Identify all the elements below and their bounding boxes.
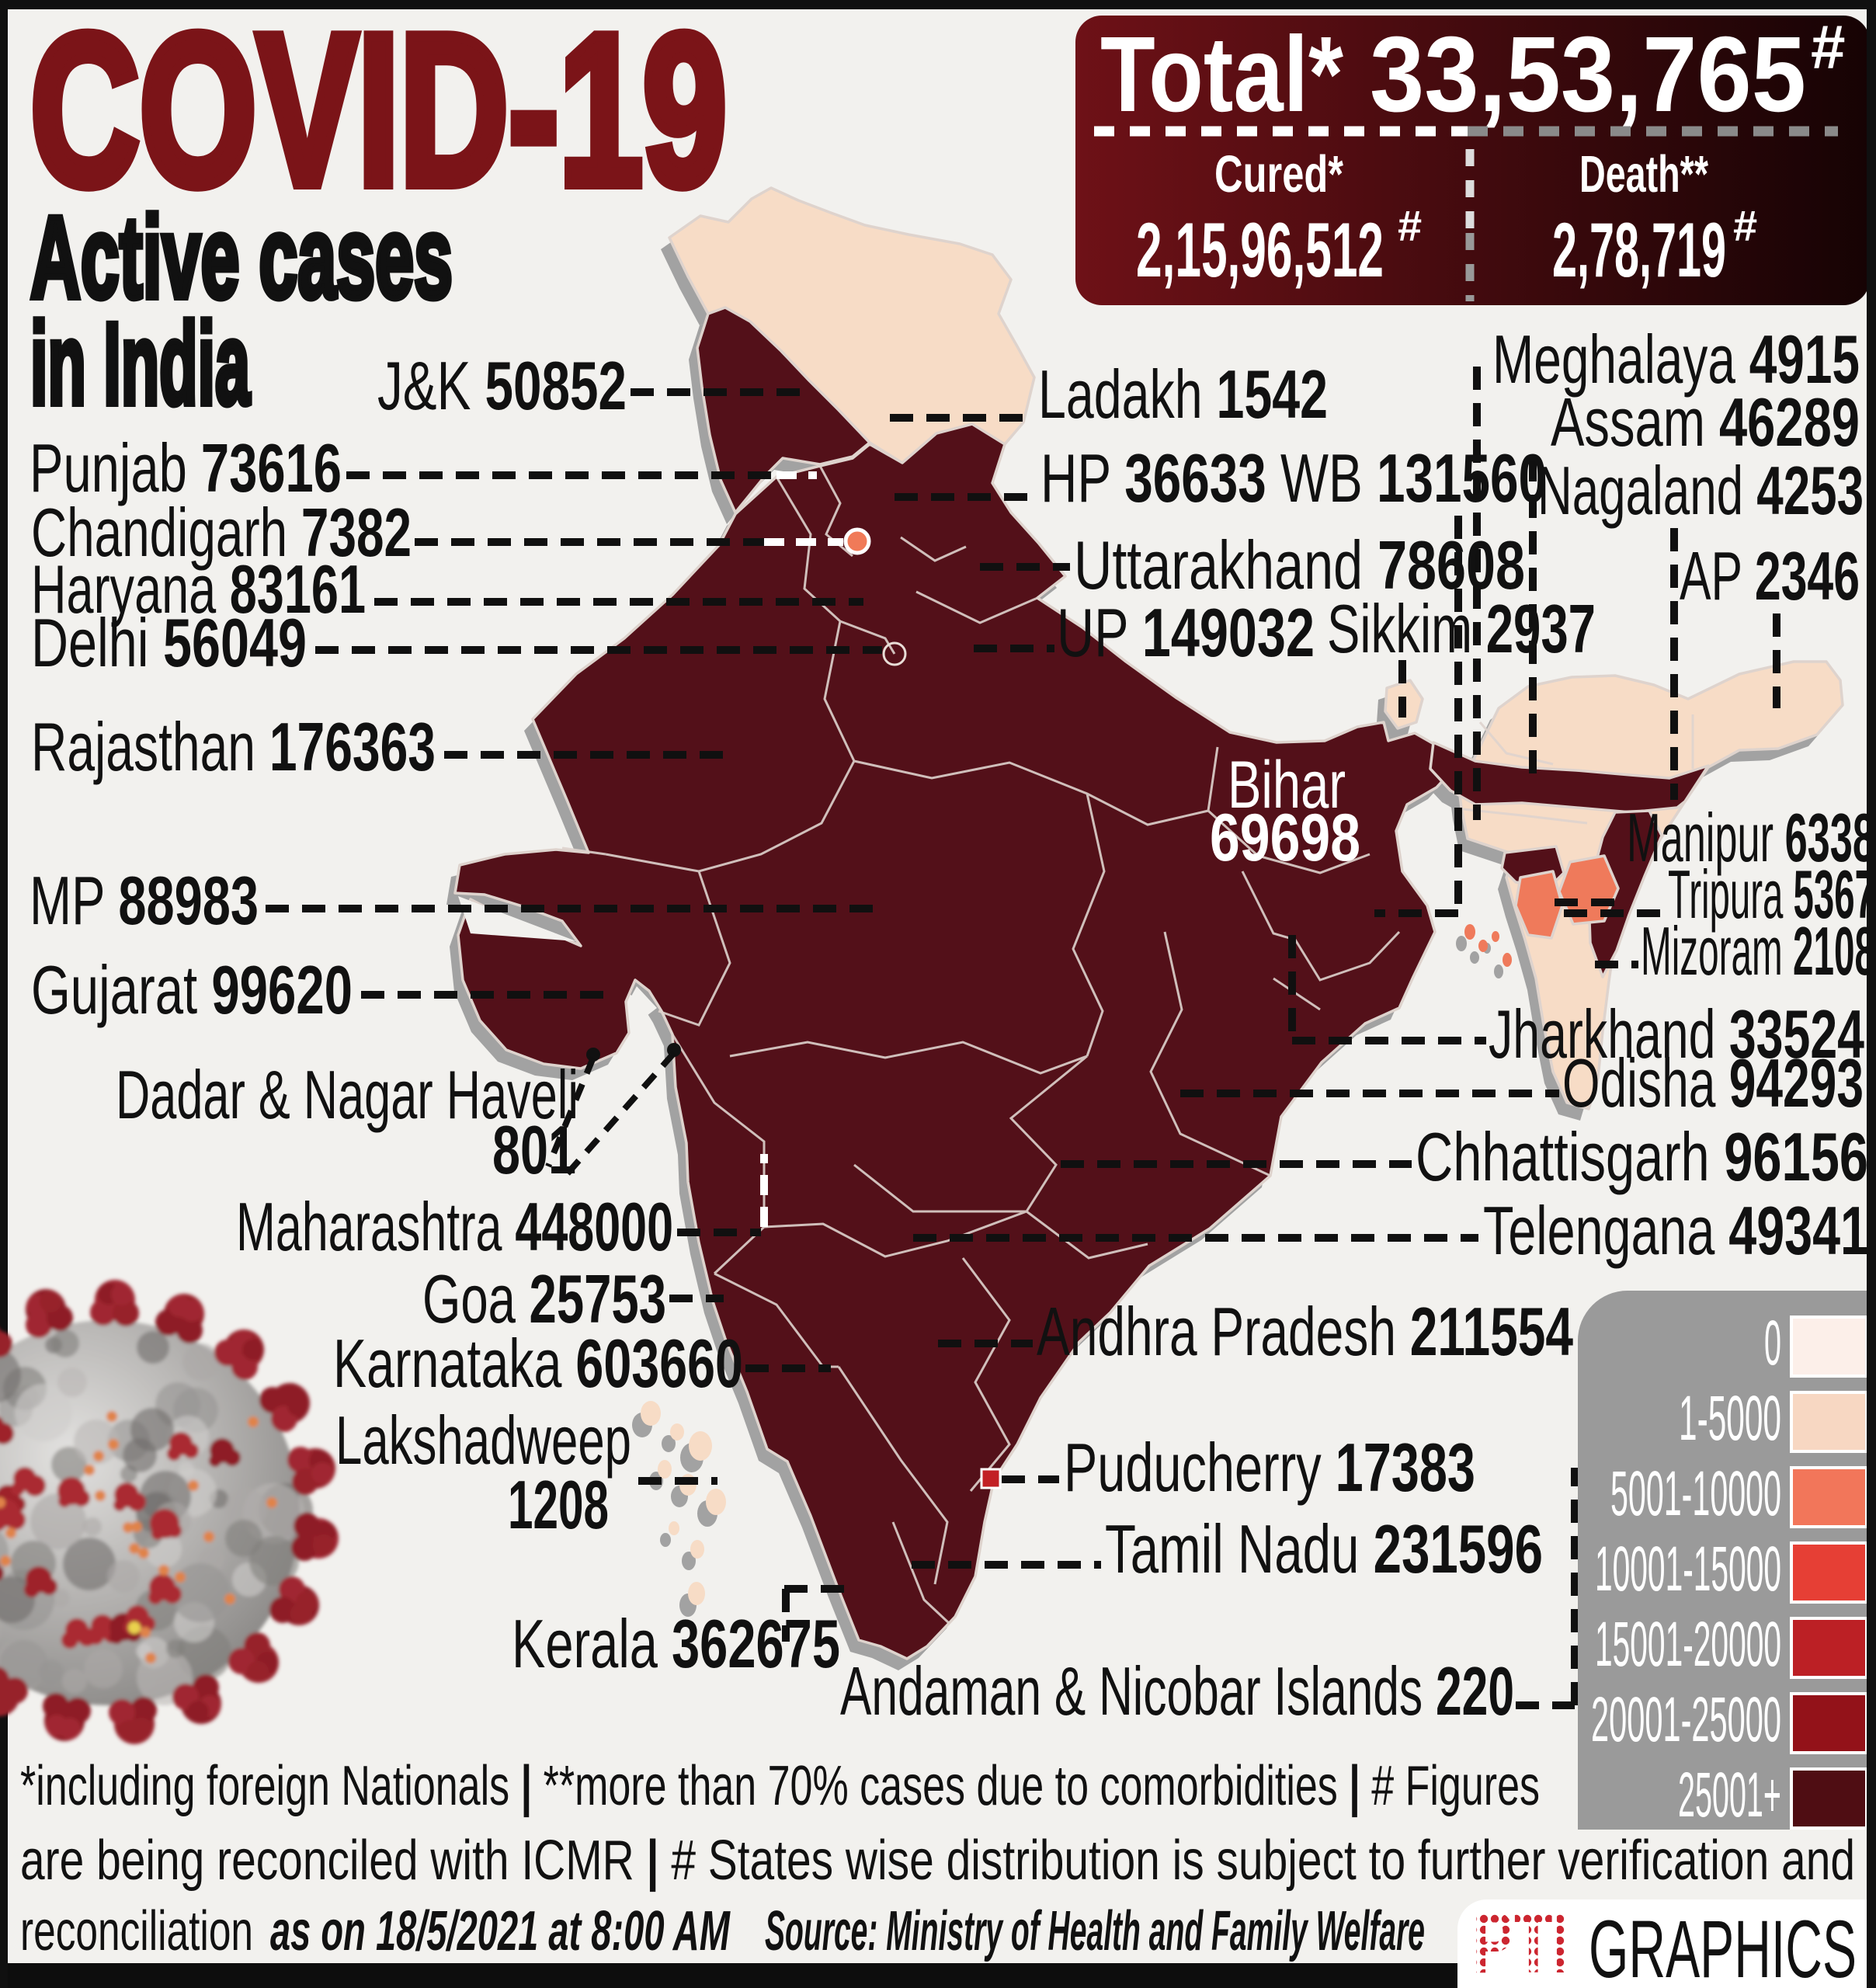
svg-text:Andaman & Nicobar Islands 220: Andaman & Nicobar Islands 220 xyxy=(840,1653,1514,1729)
svg-text:*including foreign Nationals |: *including foreign Nationals | **more th… xyxy=(20,1754,1540,1817)
svg-text:1-5000: 1-5000 xyxy=(1679,1383,1781,1454)
svg-text:Gujarat 99620: Gujarat 99620 xyxy=(31,951,353,1028)
svg-text:15001-20000: 15001-20000 xyxy=(1595,1609,1781,1680)
svg-text:801: 801 xyxy=(492,1111,576,1188)
svg-text:Total*: Total* xyxy=(1100,15,1343,134)
svg-text:Goa 25753: Goa 25753 xyxy=(422,1260,666,1337)
svg-text:Bihar: Bihar xyxy=(1228,748,1346,822)
svg-text:as on 18/5/2021 at 8:00 AM: as on 18/5/2021 at 8:00 AM xyxy=(270,1900,731,1962)
svg-text:Tripura 5367: Tripura 5367 xyxy=(1668,856,1875,933)
svg-text:AP 2346: AP 2346 xyxy=(1680,537,1860,614)
svg-text:HP 36633 WB 131560: HP 36633 WB 131560 xyxy=(1040,440,1547,516)
svg-text:#: # xyxy=(1398,201,1422,250)
svg-text:Source: Ministry of Health and: Source: Ministry of Health and Family We… xyxy=(765,1900,1425,1962)
svg-text:Telengana 49341: Telengana 49341 xyxy=(1483,1192,1868,1269)
svg-text:10001-15000: 10001-15000 xyxy=(1595,1534,1781,1604)
svg-text:Lakshadweep: Lakshadweep xyxy=(335,1402,631,1479)
svg-text:Haryana 83161: Haryana 83161 xyxy=(31,551,366,627)
svg-text:Kerala 362675: Kerala 362675 xyxy=(512,1605,840,1682)
svg-text:2,78,719: 2,78,719 xyxy=(1552,207,1726,293)
svg-text:Jharkhand 33524: Jharkhand 33524 xyxy=(1489,996,1864,1072)
svg-text:Ladakh 1542: Ladakh 1542 xyxy=(1038,356,1328,433)
svg-text:Manipur 6338: Manipur 6338 xyxy=(1627,799,1875,876)
svg-text:20001-25000: 20001-25000 xyxy=(1591,1684,1781,1755)
svg-text:PTI: PTI xyxy=(1472,1894,1570,1988)
svg-text:Cured*: Cured* xyxy=(1214,145,1344,203)
svg-text:1208: 1208 xyxy=(508,1466,609,1543)
svg-text:Maharashtra 448000: Maharashtra 448000 xyxy=(236,1188,673,1265)
svg-text:reconciliation: reconciliation xyxy=(20,1900,253,1962)
svg-text:Nagaland 4253: Nagaland 4253 xyxy=(1537,452,1864,529)
svg-text:Karnataka 603660: Karnataka 603660 xyxy=(333,1325,743,1402)
svg-text:Rajasthan 176363: Rajasthan 176363 xyxy=(31,708,436,785)
svg-text:Assam 46289: Assam 46289 xyxy=(1551,384,1860,461)
svg-text:0: 0 xyxy=(1764,1308,1781,1378)
svg-text:Punjab 73616: Punjab 73616 xyxy=(30,429,342,506)
svg-text:#: # xyxy=(1733,201,1757,250)
svg-text:UP 149032: UP 149032 xyxy=(1057,594,1315,671)
svg-text:Delhi 56049: Delhi 56049 xyxy=(31,604,307,681)
svg-text:Tamil Nadu 231596: Tamil Nadu 231596 xyxy=(1105,1510,1543,1587)
svg-text:Mizoram 2108: Mizoram 2108 xyxy=(1641,912,1875,989)
svg-text:Uttarakhand 78608: Uttarakhand 78608 xyxy=(1074,527,1525,603)
svg-text:Odisha 94293: Odisha 94293 xyxy=(1562,1044,1864,1121)
svg-text:Andhra Pradesh 211554: Andhra Pradesh 211554 xyxy=(1037,1293,1573,1370)
svg-text:5001-10000: 5001-10000 xyxy=(1610,1458,1781,1529)
svg-text:Death**: Death** xyxy=(1579,145,1709,203)
svg-text:Chhattisgarh 96156: Chhattisgarh 96156 xyxy=(1416,1118,1868,1195)
svg-text:COVID-19: COVID-19 xyxy=(30,0,727,230)
svg-text:Puducherry 17383: Puducherry 17383 xyxy=(1064,1429,1475,1506)
svg-text:in India: in India xyxy=(30,298,251,429)
svg-text:25001+: 25001+ xyxy=(1678,1760,1781,1830)
svg-text:Dadar & Nagar Haveli: Dadar & Nagar Haveli xyxy=(116,1056,578,1133)
svg-text:69698: 69698 xyxy=(1210,801,1360,875)
svg-text:2,15,96,512: 2,15,96,512 xyxy=(1136,207,1384,293)
svg-text:Active cases: Active cases xyxy=(30,192,453,322)
svg-text:GRAPHICS: GRAPHICS xyxy=(1589,1904,1857,1988)
svg-text:J&K 50852: J&K 50852 xyxy=(377,347,627,424)
svg-text:Sikkim 2937: Sikkim 2937 xyxy=(1327,590,1596,667)
svg-text:#: # xyxy=(1811,12,1846,82)
svg-text:Chandigarh 7382: Chandigarh 7382 xyxy=(31,494,412,571)
svg-text:Meghalaya 4915: Meghalaya 4915 xyxy=(1492,321,1860,398)
svg-text:MP 88983: MP 88983 xyxy=(30,862,259,939)
svg-text:are being reconciled with ICMR: are being reconciled with ICMR | # State… xyxy=(20,1829,1855,1892)
svg-text:33,53,765: 33,53,765 xyxy=(1370,15,1806,134)
